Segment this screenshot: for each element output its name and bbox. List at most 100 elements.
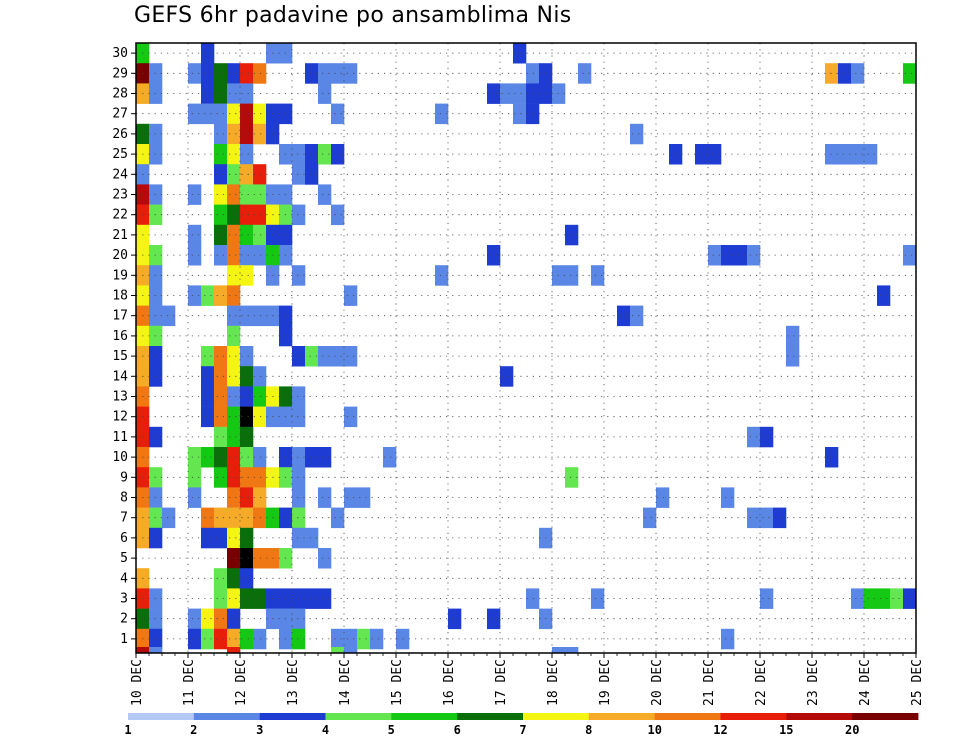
heatmap-cell: [253, 447, 267, 468]
heatmap-cell: [643, 507, 657, 529]
y-tick-label: 11: [112, 430, 128, 445]
legend-label: 7: [519, 723, 526, 737]
heatmap-cell: [617, 305, 631, 327]
y-tick-label: 7: [120, 511, 128, 526]
y-tick-label: 19: [112, 268, 128, 283]
heatmap-cell: [227, 447, 241, 468]
x-tick-label: 15 DEC: [390, 659, 405, 706]
legend-label: 6: [454, 723, 461, 737]
heatmap-cell: [240, 346, 254, 367]
heatmap-cell: [253, 224, 267, 246]
heatmap-cell: [565, 265, 579, 286]
y-tick-label: 30: [112, 46, 128, 61]
heatmap-cell: [292, 447, 306, 468]
y-tick-label: 9: [120, 470, 128, 485]
heatmap-cell: [188, 628, 202, 650]
heatmap-cell: [253, 245, 267, 266]
legend-label: 3: [256, 723, 263, 737]
heatmap-cell: [344, 487, 358, 508]
heatmap-cell: [240, 548, 254, 569]
y-tick-label: 20: [112, 248, 128, 263]
heatmap-cell: [513, 43, 527, 64]
heatmap-cell: [383, 447, 397, 468]
y-tick-label: 8: [120, 491, 128, 506]
y-tick-label: 27: [112, 107, 128, 122]
heatmap-cell: [331, 647, 345, 653]
heatmap-cell: [214, 245, 228, 266]
heatmap-cell: [240, 386, 254, 407]
legend-swatch: [588, 713, 655, 720]
heatmap-cell: [292, 144, 306, 165]
heatmap-cell: [227, 103, 241, 125]
heatmap-cell: [721, 628, 735, 650]
heatmap-cell: [318, 447, 332, 468]
heatmap-cell: [487, 83, 501, 104]
heatmap-cell: [253, 507, 267, 529]
heatmap-cell: [734, 245, 748, 266]
heatmap-cell: [214, 285, 228, 306]
heatmap-cell: [136, 647, 150, 653]
heatmap-cell: [721, 487, 735, 508]
heatmap-cell: [214, 164, 228, 185]
heatmap-cell: [214, 204, 228, 226]
heatmap-cell: [825, 144, 839, 165]
heatmap-cell: [448, 608, 462, 630]
heatmap-cell: [253, 305, 267, 327]
heatmap-cell: [487, 245, 501, 266]
heatmap-cell: [214, 608, 228, 630]
heatmap-cell: [292, 527, 306, 549]
heatmap-cell: [188, 487, 202, 508]
heatmap-cell: [227, 426, 241, 448]
heatmap-cell: [188, 63, 202, 84]
heatmap-cell: [526, 83, 540, 104]
heatmap-cell: [305, 164, 319, 185]
heatmap-cell: [240, 426, 254, 448]
heatmap-cell: [344, 285, 358, 306]
heatmap-cell: [201, 386, 215, 407]
heatmap-cell: [292, 406, 306, 428]
heatmap-cell: [214, 184, 228, 205]
heatmap-cell: [227, 305, 241, 327]
heatmap-cell: [344, 63, 358, 84]
heatmap-cell: [253, 487, 267, 508]
heatmap-cell: [227, 123, 241, 145]
heatmap-cell: [240, 568, 254, 589]
heatmap-cell: [292, 487, 306, 508]
heatmap-cell: [240, 628, 254, 650]
heatmap-cell: [227, 366, 241, 387]
heatmap-cell: [591, 265, 605, 286]
y-tick-label: 21: [112, 228, 128, 243]
heatmap-cell: [344, 406, 358, 428]
heatmap-cell: [214, 527, 228, 549]
heatmap-cell: [201, 608, 215, 630]
heatmap-cell: [331, 144, 345, 165]
heatmap-cell: [253, 123, 267, 145]
heatmap-cell: [214, 144, 228, 165]
heatmap-cell: [721, 245, 735, 266]
heatmap-cell: [214, 224, 228, 246]
heatmap-cell: [201, 346, 215, 367]
heatmap-cell: [825, 63, 839, 84]
legend-label: 5: [388, 723, 395, 737]
heatmap-cell: [253, 204, 267, 226]
heatmap-cell: [500, 366, 514, 387]
heatmap-cell: [435, 103, 449, 125]
y-tick-label: 5: [120, 551, 128, 566]
heatmap-cell: [214, 406, 228, 428]
heatmap-cell: [162, 305, 176, 327]
heatmap-cell: [240, 588, 254, 609]
heatmap-cell: [214, 588, 228, 609]
heatmap-cell: [201, 103, 215, 125]
heatmap-cell: [630, 305, 644, 327]
heatmap-cell: [201, 366, 215, 387]
x-tick-label: 19 DEC: [598, 659, 613, 706]
heatmap-cell: [227, 204, 241, 226]
x-tick-label: 23 DEC: [806, 659, 821, 706]
heatmap-cell: [903, 245, 917, 266]
heatmap-cell: [253, 386, 267, 407]
heatmap-cell: [240, 507, 254, 529]
heatmap-cell: [227, 346, 241, 367]
heatmap-cell: [578, 63, 592, 84]
legend-swatch: [325, 713, 392, 720]
y-tick-label: 23: [112, 188, 128, 203]
